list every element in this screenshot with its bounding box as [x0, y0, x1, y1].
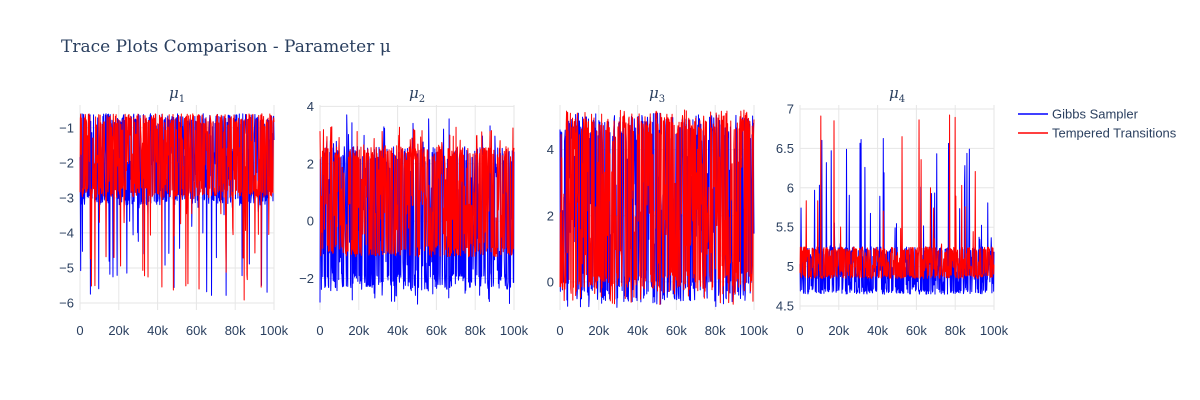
- y-tick-label: 6: [787, 180, 794, 195]
- trace-line-tempered: [319, 126, 515, 258]
- y-tick-label: 5: [787, 259, 794, 274]
- subplot-title-symbol: μ: [889, 84, 899, 102]
- x-tick-label: 0: [316, 323, 323, 338]
- x-tick-label: 0: [556, 323, 563, 338]
- legend-label: Tempered Transitions: [1052, 126, 1177, 141]
- subplot-title: μ1: [169, 84, 185, 105]
- legend-item-gibbs[interactable]: Gibbs Sampler: [1018, 107, 1139, 122]
- y-tick-label: −5: [59, 260, 74, 275]
- subplot-title: μ4: [889, 84, 905, 105]
- x-tick-label: 100k: [260, 323, 289, 338]
- x-tick-label: 60k: [666, 323, 687, 338]
- x-tick-label: 100k: [980, 323, 1009, 338]
- y-tick-label: 4.5: [776, 299, 794, 314]
- y-tick-label: −2: [59, 155, 74, 170]
- y-tick-label: 4: [307, 99, 314, 114]
- subplot-title-symbol: μ: [169, 84, 179, 102]
- subplot-3: 0 20k 40k 60k 80k 100k 0 2 4 μ3: [547, 84, 769, 338]
- x-tick-label: 20k: [588, 323, 609, 338]
- subplot-title-index: 2: [419, 94, 425, 105]
- subplot-title-symbol: μ: [649, 84, 659, 102]
- y-tick-label: 2: [307, 156, 314, 171]
- subplot-title: μ2: [409, 84, 425, 105]
- y-tick-label: 4: [547, 142, 554, 157]
- x-tick-label: 80k: [945, 323, 966, 338]
- subplot-title-index: 1: [179, 94, 185, 105]
- subplot-4: 0 20k 40k 60k 80k 100k 4.5 5 5.5 6 6.5 7 μ4: [776, 84, 1009, 338]
- y-tick-label: −1: [59, 120, 74, 135]
- x-tick-label: 100k: [740, 323, 769, 338]
- y-tick-label: −6: [59, 295, 74, 310]
- y-tick-label: 7: [787, 101, 794, 116]
- figure-title: Trace Plots Comparison - Parameter μ: [61, 37, 391, 57]
- legend-item-tempered[interactable]: Tempered Transitions: [1018, 126, 1177, 141]
- y-tick-label: −4: [59, 225, 74, 240]
- y-tick-label: −3: [59, 190, 74, 205]
- x-tick-label: 40k: [627, 323, 648, 338]
- x-tick-label: 40k: [147, 323, 168, 338]
- x-tick-label: 40k: [387, 323, 408, 338]
- x-tick-label: 40k: [867, 323, 888, 338]
- x-tick-label: 20k: [828, 323, 849, 338]
- x-tick-label: 0: [76, 323, 83, 338]
- x-tick-label: 60k: [426, 323, 447, 338]
- x-tick-label: 20k: [108, 323, 129, 338]
- y-tick-label: 5.5: [776, 220, 794, 235]
- x-tick-label: 80k: [225, 323, 246, 338]
- subplot-title: μ3: [649, 84, 665, 105]
- trace-line-tempered: [559, 109, 755, 305]
- subplot-title-symbol: μ: [409, 84, 419, 102]
- x-tick-label: 80k: [465, 323, 486, 338]
- trace-line-tempered: [799, 114, 995, 279]
- y-tick-label: −2: [299, 271, 314, 286]
- x-tick-label: 20k: [348, 323, 369, 338]
- y-tick-label: 0: [307, 214, 314, 229]
- legend[interactable]: Gibbs Sampler Tempered Transitions: [1018, 107, 1177, 141]
- subplot-title-index: 4: [899, 94, 905, 105]
- legend-label: Gibbs Sampler: [1052, 107, 1139, 122]
- x-tick-label: 80k: [705, 323, 726, 338]
- y-tick-label: 6.5: [776, 141, 794, 156]
- x-tick-label: 60k: [186, 323, 207, 338]
- trace-line-tempered: [79, 113, 275, 301]
- y-tick-label: 0: [547, 274, 554, 289]
- subplot-1: 0 20k 40k 60k 80k 100k −6 −5 −4 −3 −2 −1 μ1: [59, 84, 288, 338]
- x-tick-label: 60k: [906, 323, 927, 338]
- subplot-title-index: 3: [659, 94, 665, 105]
- y-tick-label: 2: [547, 208, 554, 223]
- x-tick-label: 0: [796, 323, 803, 338]
- x-tick-label: 100k: [500, 323, 529, 338]
